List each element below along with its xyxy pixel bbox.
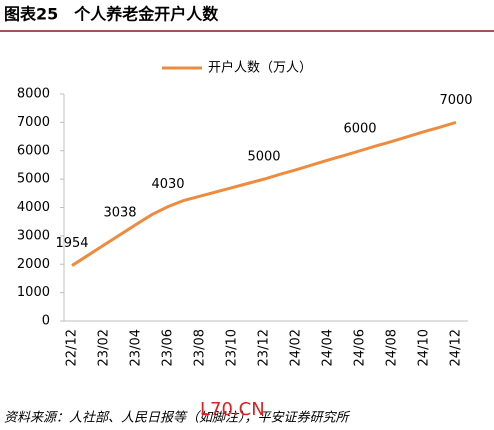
x-tick-label: 24/12: [449, 329, 464, 366]
x-tick-label: 24/06: [353, 329, 368, 366]
y-tick-label: 4000: [17, 200, 50, 215]
x-tick-label: 23/12: [257, 329, 272, 366]
data-label: 1954: [55, 236, 88, 251]
data-label: 6000: [343, 121, 376, 136]
source: 资料来源：人社部、人民日报等（如脚注），平安证券研究所: [4, 410, 351, 426]
x-tick-label: 24/04: [321, 329, 336, 366]
y-tick-label: 1000: [17, 285, 50, 300]
y-tick-label: 8000: [17, 87, 50, 102]
y-tick-label: 2000: [17, 257, 50, 272]
data-label: 3038: [103, 205, 136, 220]
y-tick-label: 7000: [17, 115, 50, 130]
x-tick-label: 22/12: [65, 329, 80, 366]
watermark: L70.CN: [200, 399, 265, 420]
y-tick-label: 3000: [17, 228, 50, 243]
x-tick-label: 24/08: [385, 329, 400, 366]
series-line: [71, 120, 457, 267]
y-tick-label: 0: [42, 314, 50, 329]
data-label: 7000: [439, 93, 472, 108]
x-tick-label: 23/02: [97, 329, 112, 366]
x-tick-label: 23/04: [129, 329, 144, 366]
y-tick-label: 6000: [17, 143, 50, 158]
page-title: 图表25 个人养老金开户人数: [4, 5, 219, 24]
x-tick-label: 24/02: [289, 329, 304, 366]
x-tick-label: 23/08: [193, 329, 208, 366]
y-tick-label: 5000: [17, 172, 50, 187]
x-tick-label: 24/10: [417, 329, 432, 366]
data-label: 4030: [151, 177, 184, 192]
x-tick-label: 23/10: [225, 329, 240, 366]
x-tick-label: 23/06: [161, 329, 176, 366]
legend-label: 开户人数（万人）: [208, 60, 312, 76]
data-label: 5000: [247, 150, 280, 165]
